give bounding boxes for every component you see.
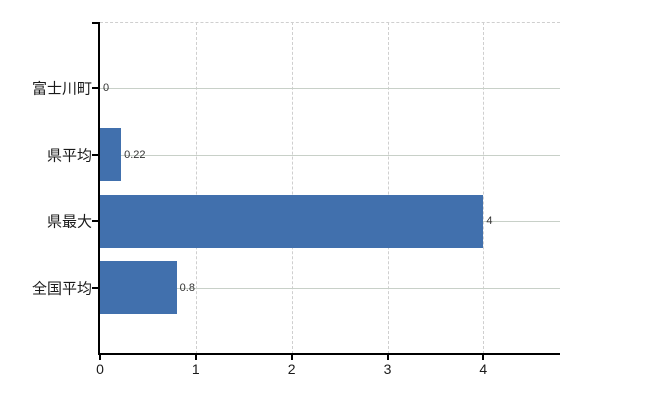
plot-area: 0 0.22 4 0.8: [100, 22, 560, 354]
y-axis-line: [98, 22, 100, 354]
x-axis-tick: [386, 355, 389, 360]
x-axis-tick: [99, 355, 101, 360]
y-axis-tick: [92, 220, 99, 223]
x-axis-tick: [482, 355, 485, 360]
x-tick-label: 0: [96, 361, 104, 377]
bar-value-label: 0.8: [179, 281, 195, 294]
category-gridline: [100, 154, 560, 156]
category-gridline: [100, 287, 560, 289]
y-axis-tick: [92, 153, 99, 156]
x-gridline: [483, 22, 485, 354]
bar: [100, 128, 122, 182]
plot-top-border: [100, 22, 560, 23]
x-tick-label: 2: [287, 361, 296, 377]
x-tick-label: 3: [383, 361, 392, 377]
x-axis-line: [98, 353, 560, 355]
y-axis-tick: [92, 286, 99, 289]
x-tick-label: 4: [479, 361, 488, 377]
y-axis-top-tick: [92, 22, 99, 24]
x-tick-label: 1: [191, 361, 200, 377]
x-axis-tick: [194, 355, 197, 360]
x-gridline: [387, 22, 389, 354]
bar: [100, 194, 484, 248]
bar-value-label: 0: [103, 82, 110, 95]
bar-value-label: 0.22: [124, 148, 146, 161]
x-gridline: [291, 22, 293, 354]
bar: [100, 261, 177, 315]
category-label: 県平均: [46, 147, 92, 165]
x-axis-tick: [290, 355, 293, 360]
category-label: 全国平均: [31, 280, 92, 298]
bar-value-label: 4: [486, 215, 493, 228]
x-gridline: [195, 22, 197, 354]
y-axis-tick: [92, 87, 99, 90]
category-label: 富士川町: [31, 80, 92, 98]
category-label: 県最大: [46, 213, 92, 231]
category-gridline: [100, 88, 560, 90]
